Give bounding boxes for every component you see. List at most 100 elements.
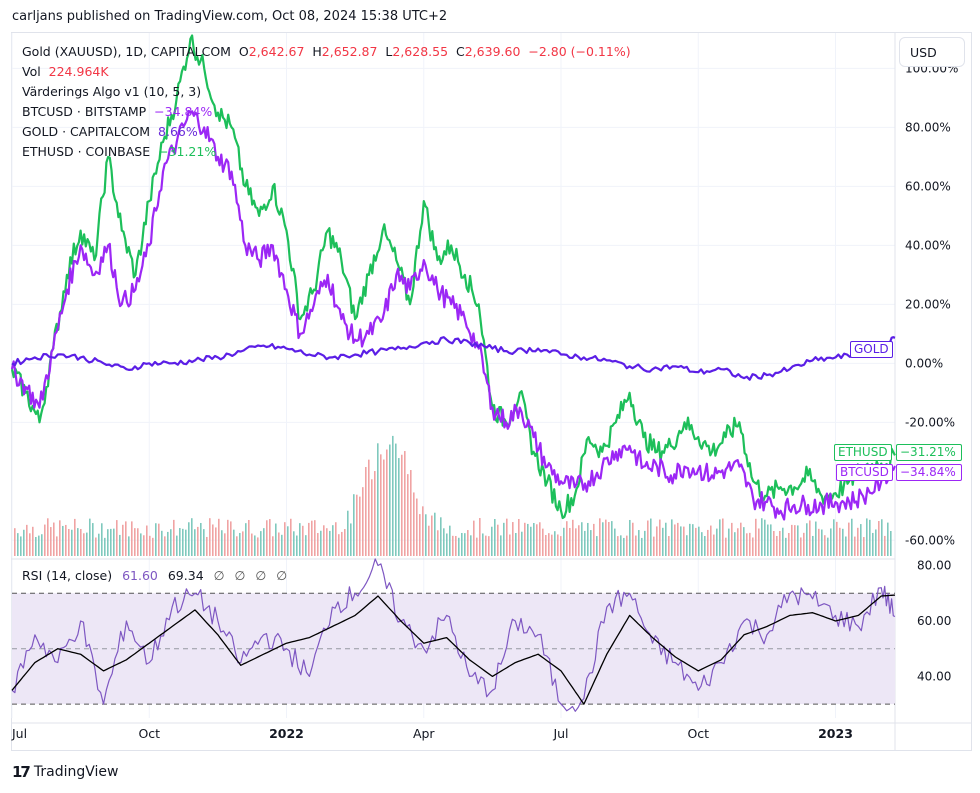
price-lines [10, 34, 896, 521]
volume-bar [746, 533, 748, 556]
rsi-y-tick-label: 60.00 [917, 614, 951, 628]
ethusd-price-tag: ETHUSD [834, 444, 892, 461]
volume-bar [638, 530, 640, 556]
volume-bar [269, 519, 271, 556]
main-symbol[interactable]: Gold (XAUUSD), 1D, CAPITALCOM [22, 44, 231, 59]
volume-bar [227, 519, 229, 556]
volume-bar [617, 536, 619, 556]
volume-bar [206, 536, 208, 556]
footer-brand[interactable]: TradingView [33, 764, 119, 780]
low-label: L [385, 44, 393, 59]
volume-bar [167, 531, 169, 556]
compare-name[interactable]: ETHUSD · COINBASE [22, 144, 151, 159]
volume-bar [800, 537, 802, 556]
volume-bar [563, 527, 565, 556]
volume-bar [401, 454, 403, 556]
volume-bar [650, 518, 652, 556]
volume-bar [686, 535, 688, 556]
volume-bars [14, 435, 892, 556]
currency-button[interactable]: USD [899, 37, 965, 67]
volume-bar [245, 523, 247, 556]
volume-bar [740, 522, 742, 556]
volume-bar [578, 525, 580, 556]
volume-bar [182, 528, 184, 556]
rsi-placeholder: ∅ [255, 568, 267, 583]
volume-bar [494, 519, 496, 556]
volume-bar [110, 528, 112, 556]
volume-bar [869, 519, 871, 556]
volume-bar [194, 529, 196, 556]
volume-bar [302, 525, 304, 556]
volume-bar [503, 522, 505, 556]
volume-bar [410, 470, 412, 556]
volume-bar [773, 531, 775, 556]
volume-bar [797, 525, 799, 556]
rsi-ma-value: 69.34 [167, 568, 204, 583]
y-tick-label: 0.00% [905, 356, 943, 370]
volume-bar [815, 521, 817, 556]
y-tick-label: 60.00% [905, 179, 951, 193]
compare-name[interactable]: BTCUSD · BITSTAMP [22, 104, 147, 119]
volume-bar [251, 533, 253, 556]
volume-bar [59, 520, 61, 556]
volume-bar [380, 454, 382, 556]
volume-bar [590, 530, 592, 556]
volume-bar [536, 524, 538, 556]
volume-bar [713, 534, 715, 556]
volume-bar [272, 536, 274, 556]
volume-bar [851, 518, 853, 556]
volume-bar [809, 520, 811, 556]
volume-label[interactable]: Vol [22, 64, 41, 79]
volume-bar [224, 533, 226, 556]
volume-bar [395, 443, 397, 556]
y-tick-label: -60.00% [905, 533, 955, 547]
volume-bar [701, 532, 703, 556]
btcusd-price-tag: BTCUSD [836, 464, 893, 481]
volume-bar [389, 444, 391, 556]
volume-bar [95, 537, 97, 556]
volume-bar [128, 536, 130, 556]
volume-bar [170, 529, 172, 556]
x-tick-label: Jul [552, 726, 568, 741]
volume-bar [554, 531, 556, 556]
rsi-label[interactable]: RSI (14, close) [22, 568, 113, 583]
volume-bar [431, 515, 433, 556]
volume-bar [854, 536, 856, 556]
compare-name[interactable]: GOLD · CAPITALCOM [22, 124, 151, 139]
volume-bar [500, 535, 502, 556]
volume-bar [671, 519, 673, 556]
x-tick-label: 2022 [269, 726, 304, 741]
volume-bar [692, 524, 694, 556]
volume-bar [35, 536, 37, 556]
indicator-name[interactable]: Värderings Algo v1 (10, 5, 3) [22, 84, 202, 99]
volume-bar [761, 518, 763, 556]
volume-bar [398, 458, 400, 556]
volume-bar [752, 537, 754, 556]
volume-bar [338, 534, 340, 556]
gold-price-tag: GOLD [850, 341, 893, 358]
volume-bar [560, 536, 562, 556]
volume-bar [488, 536, 490, 556]
volume-bar [482, 533, 484, 556]
volume-bar [362, 487, 364, 556]
series-line-ethusd [10, 34, 896, 520]
volume-bar [140, 533, 142, 556]
volume-bar [674, 524, 676, 556]
volume-bar [308, 522, 310, 556]
volume-bar [275, 523, 277, 556]
volume-bar [539, 522, 541, 556]
volume-bar [866, 518, 868, 556]
volume-bar [50, 527, 52, 556]
volume-bar [662, 527, 664, 556]
volume-bar [857, 527, 859, 556]
volume-bar [602, 522, 604, 556]
volume-bar [77, 528, 79, 556]
volume-bar [17, 533, 19, 556]
volume-bar [23, 529, 25, 556]
volume-bar [848, 522, 850, 556]
volume-bar [44, 524, 46, 556]
volume-bar [584, 530, 586, 556]
y-tick-label: 80.00% [905, 120, 951, 134]
volume-value: 224.964K [48, 64, 109, 79]
